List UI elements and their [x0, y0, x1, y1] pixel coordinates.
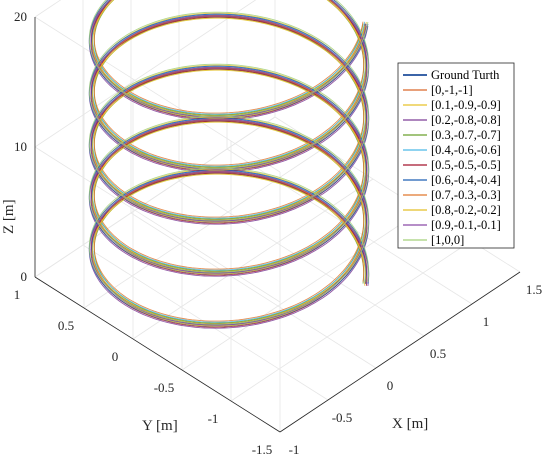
x-axis-label: X [m]	[392, 416, 428, 432]
series-line	[90, 0, 368, 328]
grid-line	[34, 16, 281, 173]
z-tick-label: 20	[14, 9, 27, 24]
z-tick-label: 10	[14, 139, 27, 154]
grid-line	[181, 209, 423, 371]
series-line	[90, 0, 368, 326]
x-tick-label: 1	[483, 314, 490, 329]
grid-line	[83, 147, 325, 309]
grid-line	[132, 178, 374, 340]
x-tick-label: 1.5	[526, 282, 542, 297]
series-line	[92, 0, 366, 323]
y-tick-label: -1.5	[252, 442, 273, 454]
legend-entry: [0.3,-0.7,-0.7]	[431, 128, 501, 142]
legend-entry: [0.8,-0.2,-0.2]	[431, 203, 501, 217]
legend-entry: [0.5,-0.5,-0.5]	[431, 158, 501, 172]
legend-entry: [0.6,-0.4,-0.4]	[431, 173, 501, 187]
series-lines	[88, 0, 370, 329]
series-line	[93, 0, 365, 322]
grid-line	[178, 180, 425, 337]
grid-line	[130, 212, 377, 369]
y-tick-label: 0.5	[58, 318, 74, 333]
legend-entry: [1,0,0]	[431, 233, 464, 247]
legend: Ground Turth[0,-1,-1][0.1,-0.9,-0.9][0.2…	[397, 62, 515, 249]
x-tick-label: -1	[289, 442, 300, 454]
z-axis-label: Z [m]	[1, 199, 17, 234]
series-line	[88, 0, 370, 325]
legend-entry: Ground Turth	[431, 68, 500, 82]
x-tick-label: 0.5	[430, 346, 446, 361]
legend-box	[397, 62, 515, 249]
z-tick-label: 0	[21, 269, 28, 284]
legend-entry: [0.4,-0.6,-0.6]	[431, 143, 501, 157]
grid-line	[34, 116, 276, 278]
x-tick-label: 0	[387, 378, 394, 393]
legend-entry: [0.2,-0.8,-0.8]	[431, 113, 501, 127]
legend-entry: [0.9,-0.1,-0.1]	[431, 218, 501, 232]
y-tick-label: -0.5	[154, 380, 175, 395]
y-axis-line	[34, 276, 281, 433]
axes-box	[34, 17, 521, 433]
y-tick-label: -1	[208, 411, 219, 426]
x-tick-label: -0.5	[332, 410, 353, 425]
y-axis-label: Y [m]	[142, 418, 178, 434]
grid-line	[230, 240, 472, 402]
legend-entry: [0.7,-0.3,-0.3]	[431, 188, 501, 202]
legend-entry: [0,-1,-1]	[431, 83, 473, 97]
legend-entry: [0.1,-0.9,-0.9]	[431, 98, 501, 112]
y-tick-label: 1	[14, 287, 21, 302]
y-tick-label: 0	[112, 349, 119, 364]
x-axis-line	[279, 271, 521, 433]
grid-line	[34, 146, 281, 303]
series-line	[92, 0, 366, 327]
